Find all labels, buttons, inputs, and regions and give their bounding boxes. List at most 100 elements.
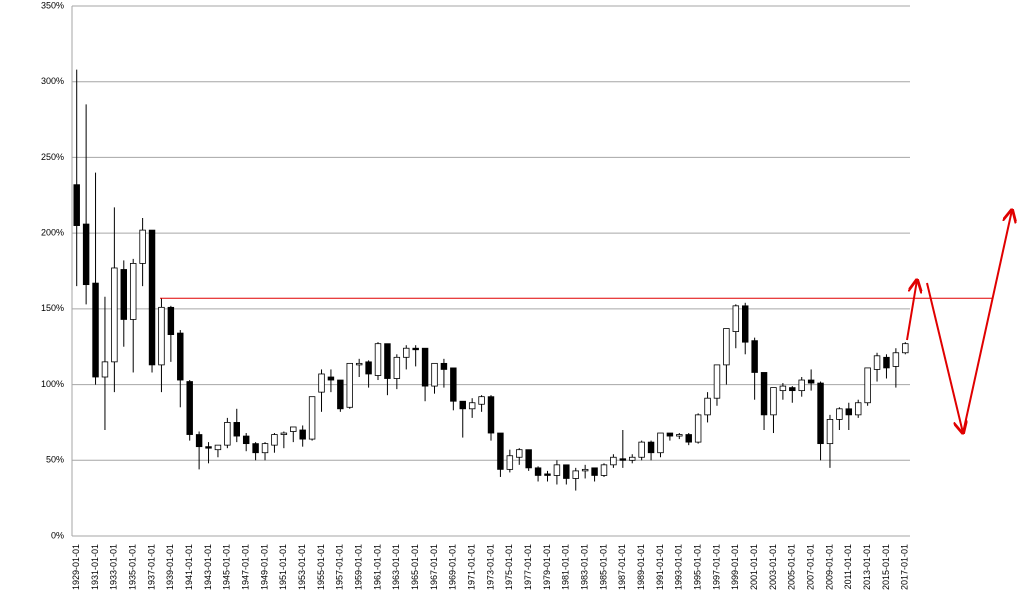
candle-body	[506, 455, 514, 470]
candle-body	[92, 282, 99, 378]
x-tick-label: 1935-01-01	[128, 544, 138, 590]
x-tick-label: 2003-01-01	[768, 544, 778, 590]
candle-body	[111, 267, 118, 363]
candle-body	[290, 426, 297, 432]
x-tick-label: 1943-01-01	[203, 544, 213, 590]
x-tick-label: 1967-01-01	[429, 544, 439, 590]
y-tick-label: 100%	[41, 379, 64, 389]
candle-body	[82, 223, 90, 286]
candle-body	[431, 362, 438, 387]
candle-body	[779, 385, 787, 392]
x-tick-label: 2005-01-01	[787, 544, 797, 590]
x-tick-label: 1999-01-01	[730, 544, 740, 590]
candle-body	[534, 467, 542, 476]
candle-body	[271, 434, 278, 446]
arrow	[906, 280, 917, 341]
candle-body	[525, 449, 532, 469]
candle-body	[318, 373, 325, 393]
candle-body	[873, 355, 881, 370]
candle-body	[384, 343, 391, 379]
candle-body	[789, 387, 796, 392]
x-tick-label: 1951-01-01	[278, 544, 288, 590]
candle-body	[337, 379, 344, 410]
x-tick-label: 2007-01-01	[806, 544, 816, 590]
candle-body	[252, 443, 259, 454]
candle-body	[742, 305, 749, 343]
x-tick-label: 1945-01-01	[222, 544, 232, 590]
candle-body	[403, 347, 410, 358]
x-tick-label: 1997-01-01	[711, 544, 721, 590]
candle-body	[817, 382, 824, 445]
candle-body	[459, 400, 466, 410]
candle-body	[233, 422, 240, 437]
candle-body	[497, 432, 504, 470]
candle-body	[591, 467, 598, 476]
y-tick-label: 350%	[41, 0, 64, 10]
candle-body	[374, 343, 382, 376]
candle-body	[676, 434, 683, 437]
candle-body	[177, 332, 184, 381]
candle-body	[299, 429, 306, 440]
candle-body	[516, 449, 523, 458]
candle-body	[205, 446, 212, 449]
candle-body	[421, 347, 429, 387]
x-tick-label: 1995-01-01	[693, 544, 703, 590]
candle-body	[864, 367, 871, 404]
x-tick-label: 1991-01-01	[655, 544, 665, 590]
x-tick-label: 1947-01-01	[241, 544, 251, 590]
candle-body	[73, 184, 80, 226]
y-tick-label: 300%	[41, 76, 64, 86]
candle-body	[120, 269, 128, 320]
candle-body	[186, 381, 193, 435]
candle-body	[393, 356, 401, 379]
candle-body	[600, 464, 608, 476]
candle-body	[440, 362, 448, 370]
x-tick-label: 1963-01-01	[391, 544, 401, 590]
candle-body	[365, 361, 372, 375]
candle-body	[572, 470, 579, 479]
y-tick-label: 150%	[41, 303, 64, 313]
x-tick-label: 1983-01-01	[580, 544, 590, 590]
candle-body	[412, 347, 419, 351]
candle-body	[280, 432, 288, 435]
x-tick-label: 1941-01-01	[184, 544, 194, 590]
candle-body	[478, 396, 485, 405]
x-tick-label: 1949-01-01	[259, 544, 269, 590]
candle-body	[694, 414, 702, 443]
candle-body	[487, 396, 495, 434]
x-tick-label: 1929-01-01	[71, 544, 81, 590]
candle-body	[308, 396, 316, 440]
candle-body	[704, 397, 711, 416]
candle-body	[148, 229, 156, 366]
candle-body	[657, 432, 664, 454]
candle-body	[327, 376, 335, 381]
candle-body	[760, 372, 768, 416]
x-tick-label: 1981-01-01	[561, 544, 571, 590]
candle-body	[770, 387, 777, 416]
candle-body	[195, 434, 203, 448]
candle-body	[647, 441, 655, 454]
candle-body	[854, 402, 862, 416]
y-tick-label: 0%	[51, 530, 64, 540]
candle-body	[883, 356, 890, 369]
candle-body	[723, 328, 730, 366]
candle-body	[798, 379, 805, 392]
x-tick-label: 2011-01-01	[843, 544, 853, 589]
candle-body	[167, 306, 175, 336]
x-tick-label: 1973-01-01	[485, 544, 495, 590]
x-tick-label: 1987-01-01	[617, 544, 627, 590]
x-tick-label: 1977-01-01	[523, 544, 533, 590]
candle-body	[666, 432, 674, 437]
x-tick-label: 1971-01-01	[467, 544, 477, 590]
candle-body	[553, 464, 561, 476]
candle-body	[563, 464, 570, 479]
x-tick-label: 1957-01-01	[335, 544, 345, 590]
candle-body	[450, 367, 457, 402]
candle-body	[638, 441, 645, 458]
candle-body	[732, 305, 740, 332]
x-tick-label: 2009-01-01	[824, 544, 834, 590]
plot-area: 0% 50% 100% 150% 200% 250% 300% 350% 1929-01-01 1…	[41, 0, 993, 590]
candle-body	[845, 408, 853, 416]
arrow	[962, 210, 1012, 434]
